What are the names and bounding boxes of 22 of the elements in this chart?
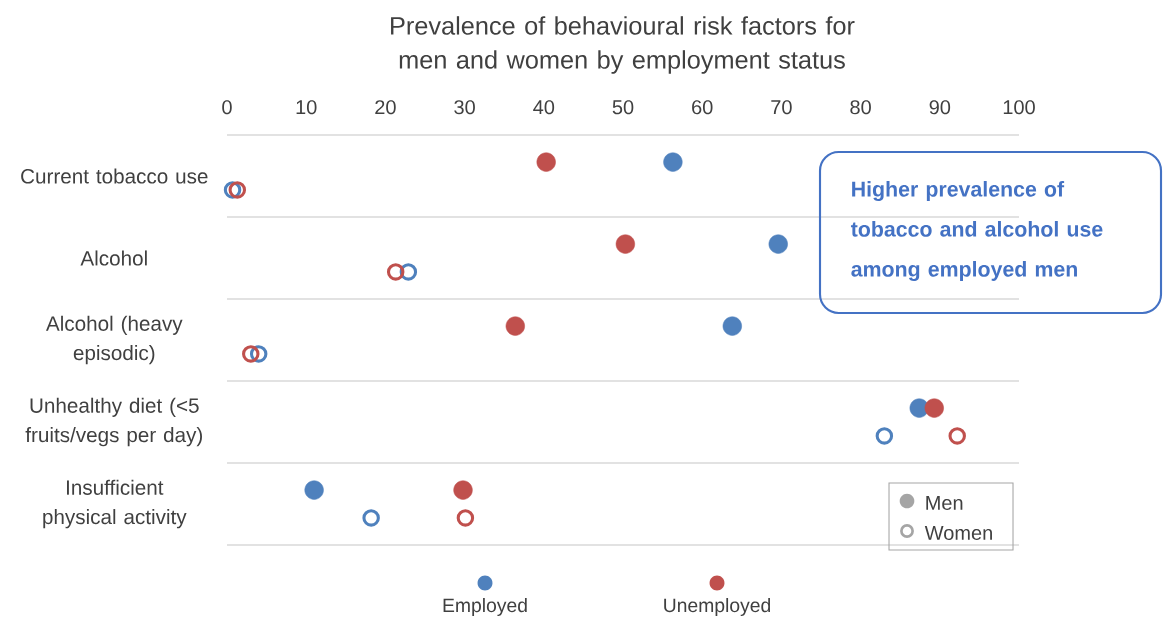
x-tick-label: 40 xyxy=(533,100,555,115)
x-tick-label: 70 xyxy=(771,100,792,115)
x-tick-label: 0 xyxy=(222,100,232,115)
chart-title: Prevalence of behavioural risk factors for men and women by employment status xyxy=(391,16,855,74)
legend-label: Employed xyxy=(443,597,527,617)
x-tick-label: 60 xyxy=(692,100,713,115)
x-tick-label: 100 xyxy=(1003,100,1035,115)
y-tick-label: Unhealthy diet (<5 fruits/vegs per day) xyxy=(25,397,202,447)
annotation: Higher prevalence of tobacco and alcohol use among employed men xyxy=(850,181,1103,281)
y-tick-label: Alcohol xyxy=(80,250,147,266)
y-tick-label: Insufficient physical activity xyxy=(43,479,187,529)
x-tick-label: 80 xyxy=(850,100,871,115)
y-tick-label: Current tobacco use xyxy=(21,168,208,184)
legend-label: Unemployed xyxy=(664,597,771,617)
annotation: Women xyxy=(924,526,992,540)
annotation: Men xyxy=(926,496,963,510)
y-tick-label: Alcohol (heavy episodic) xyxy=(45,315,183,365)
x-tick-label: 90 xyxy=(929,100,951,115)
x-tick-label: 30 xyxy=(454,100,475,115)
x-tick-label: 20 xyxy=(375,100,396,115)
x-tick-label: 10 xyxy=(296,100,317,115)
x-tick-label: 50 xyxy=(612,100,634,115)
